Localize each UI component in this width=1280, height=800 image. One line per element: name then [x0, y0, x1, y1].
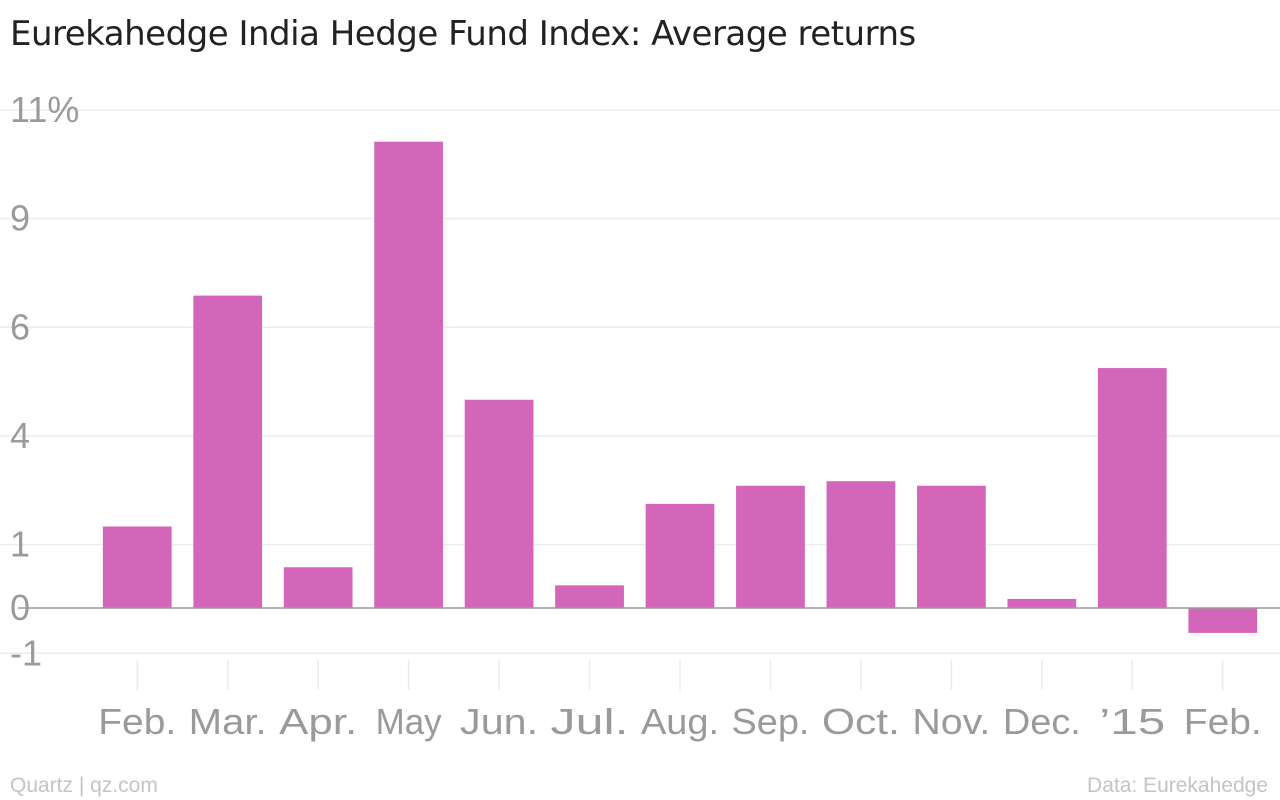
- x-tick-label: May: [376, 701, 442, 742]
- bar: [1007, 598, 1077, 608]
- bar: [193, 295, 263, 608]
- x-tick-label: Oct.: [822, 701, 900, 742]
- x-tick-label: Feb.: [98, 701, 176, 742]
- x-tick-label: Feb.: [1184, 701, 1262, 742]
- x-tick-label: Jul.: [551, 701, 629, 742]
- y-tick-label: 1: [10, 524, 30, 565]
- x-tick-label: Nov.: [912, 701, 990, 742]
- y-tick-label: 0: [10, 587, 30, 628]
- x-tick-label: Jun.: [460, 701, 538, 742]
- bar: [374, 141, 443, 608]
- y-tick-label: -1: [10, 632, 42, 673]
- gridlines: [0, 109, 1280, 655]
- bar: [917, 485, 986, 608]
- y-axis-tick-labels: 11% 9 6 4 1 0-1: [10, 89, 79, 673]
- bar: [283, 567, 353, 608]
- x-tick-label: ’15: [1099, 701, 1165, 742]
- bar: [555, 585, 624, 608]
- bar: [1188, 608, 1258, 633]
- x-tick-label: Apr.: [279, 701, 357, 742]
- bar: [736, 485, 805, 608]
- x-axis-ticks: Feb. Mar. Apr. May Jun. Jul. Aug. Sep. Oct. Nov. D…: [98, 660, 1262, 742]
- x-tick-label: Aug.: [641, 701, 719, 742]
- x-tick-label: Mar.: [189, 701, 267, 742]
- y-tick-label: 9: [10, 198, 30, 239]
- bar: [102, 526, 172, 608]
- y-tick-label: 11%: [10, 89, 79, 130]
- chart-title: Eurekahedge India Hedge Fund Index: Aver…: [10, 14, 916, 54]
- source-text: Data: Eurekahedge: [1087, 774, 1268, 797]
- x-tick-label: Dec.: [1003, 701, 1081, 742]
- credit-text: Quartz | qz.com: [10, 774, 158, 797]
- bar: [645, 503, 715, 608]
- x-tick-label: Sep.: [731, 701, 809, 742]
- bars: [102, 141, 1258, 633]
- bar: [1097, 368, 1167, 608]
- y-tick-label: 6: [10, 306, 30, 347]
- bar: [464, 399, 534, 608]
- bar: [826, 481, 896, 608]
- y-tick-label: 4: [10, 415, 30, 456]
